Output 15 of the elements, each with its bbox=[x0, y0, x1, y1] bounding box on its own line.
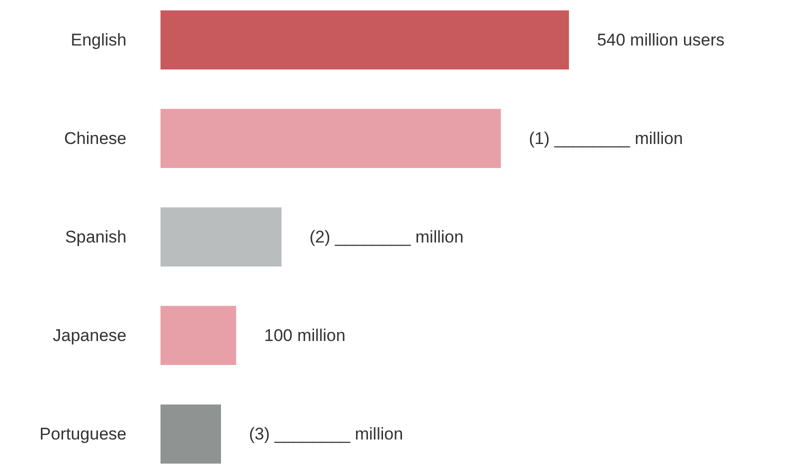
bar bbox=[160, 108, 501, 168]
y-tick-label: Chinese bbox=[64, 128, 127, 148]
y-tick-label: Spanish bbox=[65, 227, 127, 246]
data-label: 540 million users bbox=[596, 30, 725, 50]
y-tick-label: Portuguese bbox=[40, 424, 126, 444]
bar bbox=[160, 10, 569, 70]
bar bbox=[160, 306, 236, 366]
data-label: 100 million bbox=[264, 326, 346, 345]
bar bbox=[160, 207, 282, 267]
y-tick-label: English bbox=[70, 30, 127, 50]
annotation: (1) ________ million bbox=[528, 128, 683, 148]
y-tick-label: Japanese bbox=[52, 326, 127, 345]
annotation: (2) ________ million bbox=[310, 227, 464, 246]
annotation: (3) ________ million bbox=[249, 424, 404, 444]
bar bbox=[160, 404, 222, 464]
